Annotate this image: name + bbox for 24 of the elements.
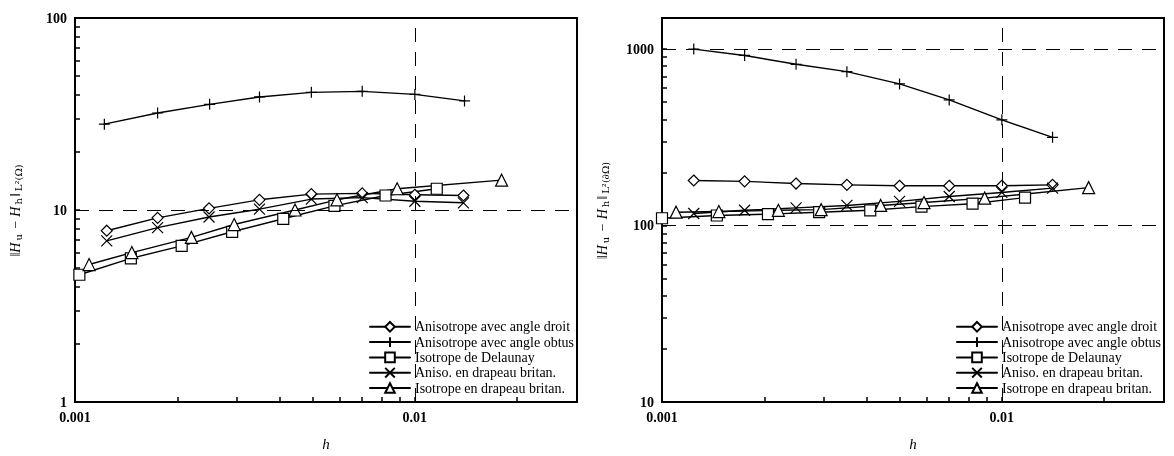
x-tick-label: 0.001 — [646, 409, 678, 425]
y-tick-label: 1000 — [626, 41, 654, 57]
legend-label: Isotrope en drapeau britan. — [1001, 380, 1153, 396]
legend-label: Aniso. en drapeau britan. — [1001, 365, 1144, 381]
y-axis-title: ‖Hu − Hh‖L²(Ω) — [7, 164, 24, 257]
legend-label: Isotrope en drapeau britan. — [414, 380, 566, 396]
legend-label: Isotrope de Delaunay — [414, 349, 535, 365]
legend-label: Anisotrope avec angle droit — [1001, 319, 1158, 335]
x-axis-title: h — [909, 435, 917, 452]
y-tick-label: 100 — [633, 218, 654, 234]
x-tick-label: 0.01 — [402, 409, 428, 425]
y-tick-label: 10 — [53, 202, 67, 218]
y-tick-label: 10 — [640, 394, 654, 410]
legend-label: Anisotrope avec angle obtus — [1001, 334, 1161, 350]
y-axis-title: ‖Hu − Hh‖L²(∂Ω) — [594, 161, 611, 260]
legend-label: Aniso. en drapeau britan. — [414, 365, 557, 381]
legend-label: Isotrope de Delaunay — [1001, 349, 1122, 365]
legend-label: Anisotrope avec angle obtus — [414, 334, 574, 350]
y-tick-label: 1 — [60, 394, 67, 410]
x-axis-title: h — [322, 435, 330, 452]
legend-label: Anisotrope avec angle droit — [414, 319, 571, 335]
x-tick-label: 0.001 — [59, 409, 91, 425]
y-tick-label: 100 — [46, 10, 67, 26]
x-tick-label: 0.01 — [989, 409, 1015, 425]
